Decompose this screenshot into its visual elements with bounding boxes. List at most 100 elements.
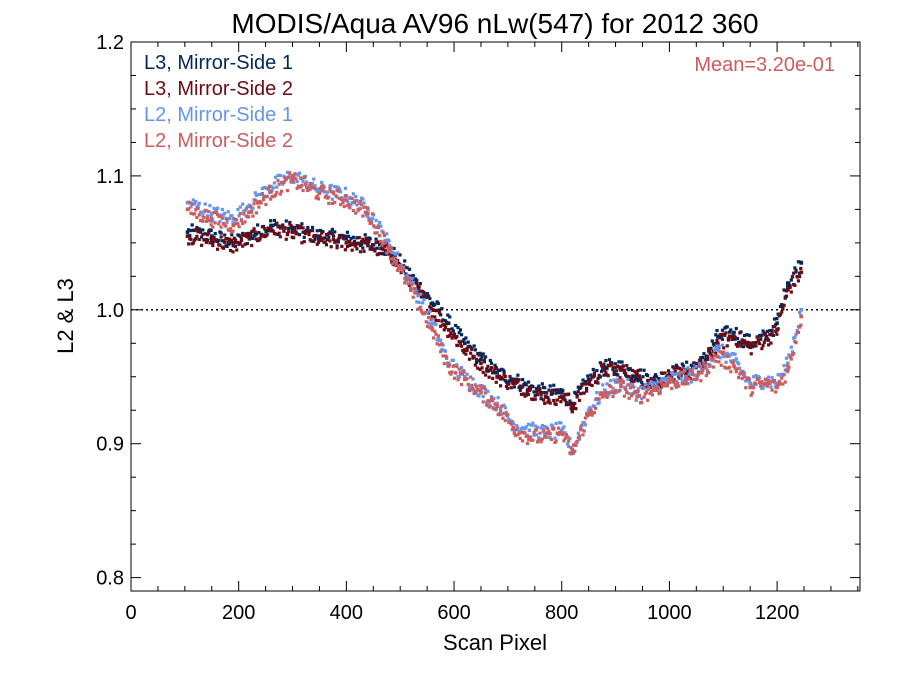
data-point (659, 380, 664, 384)
data-point (709, 352, 713, 356)
data-point (775, 332, 779, 336)
data-point (766, 375, 771, 379)
data-point (629, 380, 634, 384)
data-point (531, 421, 535, 425)
data-point (263, 227, 267, 231)
data-point (711, 365, 716, 369)
data-point (220, 216, 224, 220)
data-point (627, 391, 631, 396)
data-point (795, 328, 799, 333)
data-point (445, 356, 449, 361)
data-point (574, 407, 578, 411)
data-point (440, 342, 444, 346)
data-point (189, 205, 193, 209)
data-point (778, 312, 783, 316)
data-point (291, 175, 296, 179)
data-point (305, 185, 309, 190)
data-point (760, 333, 764, 337)
data-point (558, 430, 562, 434)
data-point (343, 194, 347, 198)
data-point (738, 340, 742, 344)
data-point (271, 229, 275, 233)
data-point (381, 241, 385, 245)
data-point (198, 228, 203, 233)
data-point (454, 371, 458, 375)
data-point (602, 388, 607, 392)
data-point (540, 423, 544, 428)
data-point (412, 286, 417, 291)
data-point (294, 230, 298, 234)
data-point (789, 345, 793, 349)
data-point (765, 337, 769, 341)
data-point (526, 422, 531, 426)
data-point (521, 426, 525, 430)
data-point (657, 377, 661, 381)
data-point (649, 389, 653, 394)
data-point (307, 184, 311, 188)
data-point (409, 281, 413, 285)
data-point (565, 435, 570, 439)
data-point (518, 388, 522, 392)
data-point (390, 250, 394, 254)
data-point (366, 243, 370, 248)
data-point (440, 306, 444, 311)
data-point (634, 372, 638, 376)
data-point (604, 358, 608, 363)
data-point (634, 377, 638, 381)
data-point (675, 381, 680, 385)
data-point (750, 345, 755, 349)
data-point (374, 218, 378, 222)
data-point (300, 183, 304, 188)
data-point (429, 322, 433, 326)
data-point (539, 397, 543, 401)
data-point (500, 375, 504, 379)
data-point (504, 384, 509, 389)
data-point (730, 337, 734, 342)
data-point (525, 391, 529, 395)
data-point (715, 344, 719, 348)
data-point (415, 300, 419, 304)
data-point (559, 395, 564, 399)
data-point (290, 227, 295, 232)
data-point (238, 211, 242, 216)
data-point (241, 202, 245, 206)
data-point (538, 390, 542, 394)
data-point (518, 436, 522, 441)
data-point (537, 384, 541, 388)
data-point (762, 340, 766, 344)
data-point (653, 386, 658, 391)
data-point (527, 388, 532, 392)
data-point (191, 198, 195, 202)
data-point (204, 240, 208, 244)
data-point (428, 296, 432, 301)
data-point (492, 369, 496, 373)
data-point (720, 328, 725, 332)
data-point (340, 198, 344, 202)
data-point (782, 372, 786, 377)
data-point (352, 239, 357, 243)
data-point (724, 360, 728, 364)
data-point (656, 386, 660, 390)
data-point (522, 383, 526, 387)
data-point (498, 384, 503, 388)
data-point (573, 401, 577, 406)
data-point (288, 222, 292, 226)
data-point (494, 408, 498, 412)
data-point (449, 331, 453, 335)
data-point (710, 354, 714, 358)
data-point (351, 208, 355, 213)
data-point (713, 341, 717, 346)
data-point (339, 202, 343, 207)
data-point (417, 307, 421, 311)
data-point (251, 229, 255, 233)
data-point (390, 246, 394, 250)
data-point (239, 219, 244, 223)
data-point (545, 391, 549, 395)
data-point (769, 385, 773, 389)
data-point (664, 376, 668, 380)
data-point (361, 246, 365, 250)
data-point (434, 318, 438, 322)
data-point (794, 333, 798, 337)
data-point (617, 389, 621, 393)
data-point (225, 244, 229, 249)
